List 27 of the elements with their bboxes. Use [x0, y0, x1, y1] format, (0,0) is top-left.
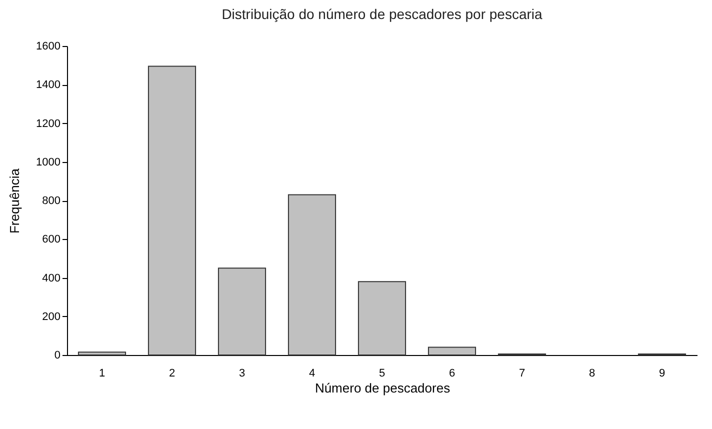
bar [78, 352, 126, 356]
x-tick-label: 8 [588, 368, 596, 380]
y-tick-label: 800 [42, 195, 60, 207]
x-tick-label: 9 [658, 368, 666, 380]
y-axis-title: Frequência [7, 168, 22, 234]
chart-title: Distribuição do número de pescadores por pescaria [222, 6, 543, 22]
y-tick-label: 1400 [36, 79, 60, 92]
y-tick-label: 0 [54, 350, 60, 362]
x-axis-title: Número de pescadores [314, 380, 451, 396]
bar [148, 66, 196, 356]
x-tick-label: 3 [238, 368, 246, 380]
x-tick-label: 1 [98, 368, 106, 380]
y-tick-label: 600 [42, 234, 60, 246]
y-tick-label: 200 [42, 310, 60, 323]
bar [358, 281, 406, 356]
y-tick-label: 1000 [36, 156, 60, 168]
bar [218, 268, 266, 356]
bar [428, 346, 476, 356]
x-tick-label: 4 [308, 368, 316, 380]
x-tick-label: 7 [518, 368, 526, 380]
bar [288, 194, 336, 356]
y-tick-label: 1600 [36, 40, 60, 52]
y-tick-label: 400 [42, 272, 60, 284]
y-tick-label: 1200 [36, 118, 60, 130]
x-tick-label: 2 [168, 368, 176, 380]
x-tick-label: 5 [378, 368, 386, 380]
x-tick-label: 6 [448, 368, 456, 380]
